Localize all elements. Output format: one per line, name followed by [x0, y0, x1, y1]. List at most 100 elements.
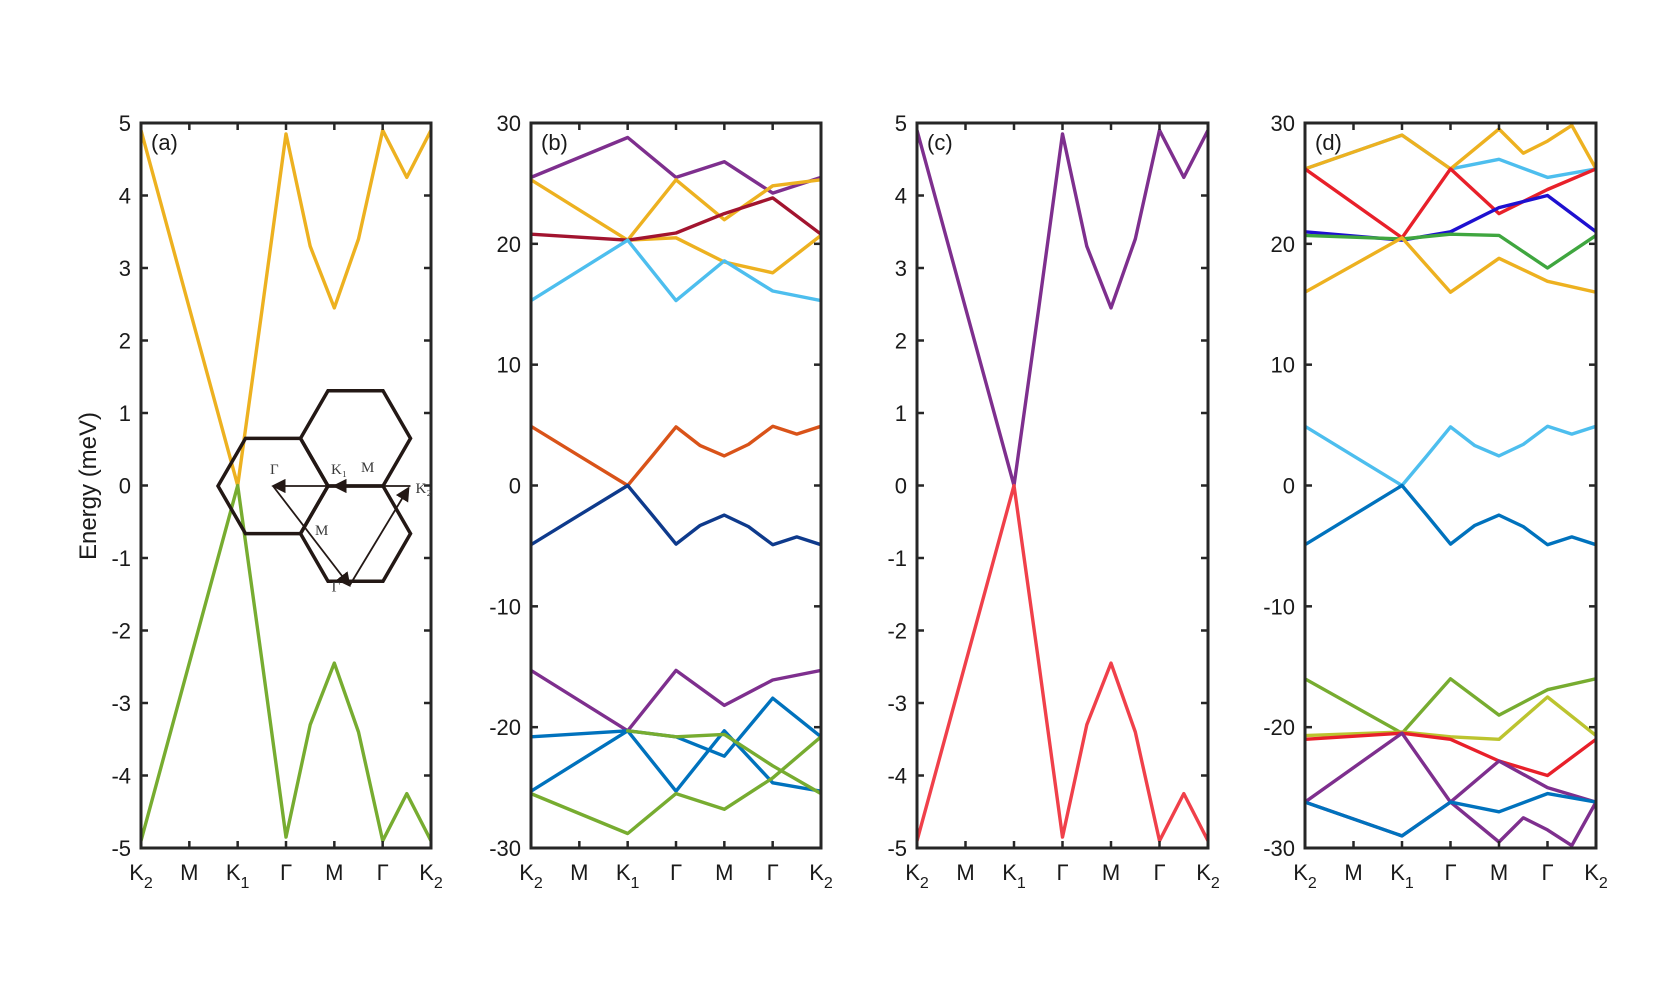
- y-tick-label: -10: [489, 594, 521, 619]
- x-tick-label: M: [715, 860, 733, 885]
- y-axis-label: Energy (meV): [75, 412, 102, 560]
- inset-label: M: [315, 523, 328, 539]
- path-arrow: [348, 486, 410, 587]
- band-line: [1305, 167, 1596, 240]
- x-tick-subscript: 2: [1599, 875, 1608, 892]
- x-tick-label: Γ: [377, 860, 389, 885]
- y-tick-label: 2: [119, 329, 131, 354]
- y-tick-label: -30: [1263, 836, 1295, 861]
- series-group: [1305, 123, 1596, 848]
- band-line: [626, 729, 821, 796]
- x-tick-label: K2: [1196, 860, 1220, 892]
- x-tick-label: M: [956, 860, 974, 885]
- band-line: [917, 483, 1208, 843]
- band-line: [1305, 123, 1596, 171]
- band-line: [531, 178, 821, 242]
- y-tick-label: 10: [1271, 353, 1295, 378]
- band-line: [1305, 791, 1596, 838]
- x-tick-label: Γ: [767, 860, 779, 885]
- y-tick-label: -20: [1263, 715, 1295, 740]
- panel-label: (a): [151, 130, 178, 155]
- x-tick-label: M: [180, 860, 198, 885]
- y-tick-label: 4: [119, 184, 131, 209]
- series-group: [531, 135, 821, 836]
- band-line: [531, 238, 821, 303]
- y-tick-label: 10: [497, 353, 521, 378]
- band-line: [531, 668, 821, 733]
- band-line: [531, 696, 821, 793]
- y-tick-label: -3: [887, 691, 907, 716]
- band-line: [531, 135, 821, 195]
- y-tick-label: -1: [887, 546, 907, 571]
- y-tick-label: -3: [111, 691, 131, 716]
- x-tick-label: K1: [1390, 860, 1414, 892]
- x-tick-subscript: 2: [1308, 875, 1317, 892]
- band-line: [1305, 483, 1596, 547]
- band-line: [1305, 232, 1596, 270]
- y-tick-label: 0: [119, 474, 131, 499]
- axes-frame: [915, 121, 1210, 850]
- x-tick-subscript: 1: [631, 875, 640, 892]
- x-tick-label: K1: [1002, 860, 1026, 892]
- y-tick-label: 0: [1283, 474, 1295, 499]
- x-tick-label: K2: [419, 860, 443, 892]
- x-tick-label: K2: [1293, 860, 1317, 892]
- panel-label: (d): [1315, 130, 1342, 155]
- inset-label: K₁: [331, 462, 347, 478]
- brillouin-zone-hexagon: [298, 388, 413, 488]
- x-tick-subscript: 2: [824, 875, 833, 892]
- series-group: [917, 128, 1208, 843]
- y-tick-label: 4: [895, 184, 907, 209]
- x-tick-label: K1: [616, 860, 640, 892]
- band-line: [141, 483, 431, 843]
- x-tick-label: K2: [129, 860, 153, 892]
- y-tick-label: -30: [489, 836, 521, 861]
- x-tick-label: Γ: [1153, 860, 1165, 885]
- panel-label: (b): [541, 130, 568, 155]
- x-tick-label: Γ: [1056, 860, 1068, 885]
- x-tick-label: K1: [226, 860, 250, 892]
- y-tick-label: 20: [1271, 232, 1295, 257]
- y-tick-label: -4: [111, 764, 131, 789]
- y-tick-label: -2: [111, 619, 131, 644]
- y-tick-label: 30: [1271, 111, 1295, 136]
- band-line: [531, 424, 821, 488]
- band-line: [531, 483, 821, 547]
- y-tick-label: -5: [111, 836, 131, 861]
- x-tick-label: M: [325, 860, 343, 885]
- x-tick-subscript: 2: [434, 875, 443, 892]
- y-tick-label: -1: [111, 546, 131, 571]
- x-tick-label: M: [1102, 860, 1120, 885]
- path-arrow: [272, 485, 351, 588]
- panel-label: (c): [927, 130, 953, 155]
- y-tick-label: -2: [887, 619, 907, 644]
- inset-label: Γ: [270, 462, 279, 478]
- y-tick-label: 1: [895, 401, 907, 426]
- band-line: [1305, 424, 1596, 488]
- x-tick-label: Γ: [670, 860, 682, 885]
- band-line: [1305, 731, 1596, 778]
- y-tick-label: -20: [489, 715, 521, 740]
- x-tick-subscript: 1: [1405, 875, 1414, 892]
- x-tick-label: Γ: [1444, 860, 1456, 885]
- y-tick-label: 1: [119, 401, 131, 426]
- y-tick-label: 5: [119, 111, 131, 136]
- x-tick-subscript: 2: [534, 875, 543, 892]
- x-tick-label: K2: [1584, 860, 1608, 892]
- x-tick-label: Γ: [280, 860, 292, 885]
- inset-label: Γ: [332, 580, 341, 596]
- x-tick-subscript: 2: [920, 875, 929, 892]
- band-line: [626, 233, 821, 275]
- y-tick-label: -4: [887, 764, 907, 789]
- x-tick-label: K2: [809, 860, 833, 892]
- x-tick-label: M: [1490, 860, 1508, 885]
- band-line: [1305, 800, 1596, 848]
- band-line: [1305, 677, 1596, 735]
- x-tick-subscript: 1: [1017, 875, 1026, 892]
- x-tick-subscript: 2: [1211, 875, 1220, 892]
